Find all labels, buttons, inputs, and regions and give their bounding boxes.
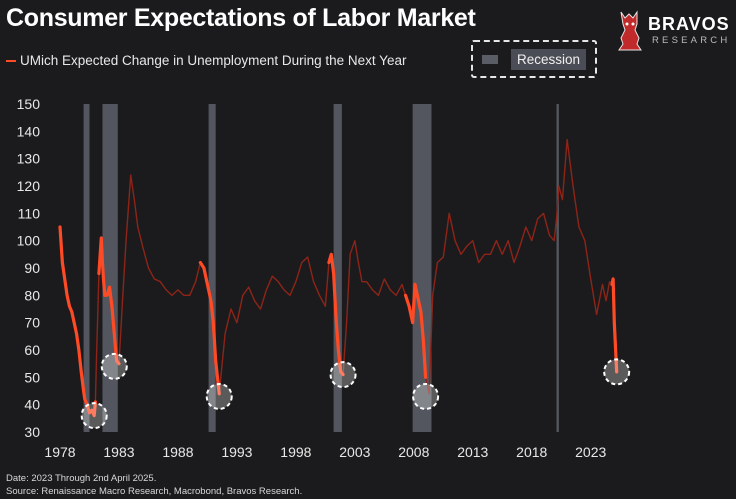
recession-band — [333, 104, 342, 432]
footer-source-note: Source: Renaissance Macro Research, Macr… — [6, 486, 303, 497]
x-tick-label: 2013 — [457, 444, 488, 460]
recession-band — [83, 104, 90, 432]
page-title: Consumer Expectations of Labor Market — [6, 4, 476, 32]
y-tick-label: 130 — [17, 151, 41, 167]
y-tick-label: 80 — [24, 287, 40, 303]
x-tick-label: 1978 — [44, 444, 75, 460]
recession-legend: Recession — [471, 40, 597, 78]
y-tick-label: 150 — [17, 96, 41, 112]
trough-marker — [329, 361, 357, 389]
series-highlight-segment — [58, 225, 97, 418]
x-tick-label: 1998 — [280, 444, 311, 460]
y-tick-label: 140 — [17, 123, 41, 139]
x-tick-label: 2018 — [516, 444, 547, 460]
y-tick-label: 120 — [17, 178, 41, 194]
x-tick-label: 1993 — [221, 444, 252, 460]
series-highlight-segment — [403, 282, 428, 379]
x-tick-label: 2023 — [575, 444, 606, 460]
recession-band — [412, 104, 432, 432]
brand-name: BRAVOS — [648, 14, 730, 34]
y-tick-label: 40 — [24, 397, 40, 413]
series-highlight-segment — [97, 236, 121, 366]
brand-logo-block: BRAVOS RESEARCH — [617, 8, 733, 54]
series-legend: UMich Expected Change in Unemployment Du… — [6, 53, 406, 68]
x-tick-label: 2003 — [339, 444, 370, 460]
trough-marker — [603, 358, 631, 386]
recession-band — [208, 104, 216, 432]
x-tick-label: 1988 — [162, 444, 193, 460]
series-legend-swatch — [6, 59, 16, 62]
y-tick-label: 70 — [24, 315, 40, 331]
chess-knight-bull-icon — [618, 10, 642, 51]
series-highlight-segment — [198, 260, 221, 396]
y-tick-label: 60 — [24, 342, 40, 358]
series-highlight-segment — [327, 252, 345, 377]
recession-band — [102, 104, 118, 432]
series-highlight-segment — [610, 277, 619, 374]
trough-marker — [100, 352, 128, 380]
trough-marker — [80, 402, 108, 430]
y-tick-label: 30 — [24, 424, 40, 440]
footer-date-note: Date: 2023 Through 2nd April 2025. — [6, 473, 157, 484]
y-tick-label: 50 — [24, 369, 40, 385]
x-tick-label: 2008 — [398, 444, 429, 460]
recession-legend-label: Recession — [511, 48, 587, 70]
y-tick-label: 90 — [24, 260, 40, 276]
y-tick-label: 110 — [18, 205, 41, 221]
trough-marker — [205, 382, 233, 410]
brand-subtitle: RESEARCH — [652, 35, 731, 46]
recession-legend-swatch — [482, 54, 498, 64]
trough-marker — [412, 382, 440, 410]
recession-band — [556, 104, 559, 432]
series-legend-label: UMich Expected Change in Unemployment Du… — [20, 53, 407, 68]
y-tick-label: 100 — [17, 233, 41, 249]
x-tick-label: 1983 — [103, 444, 134, 460]
